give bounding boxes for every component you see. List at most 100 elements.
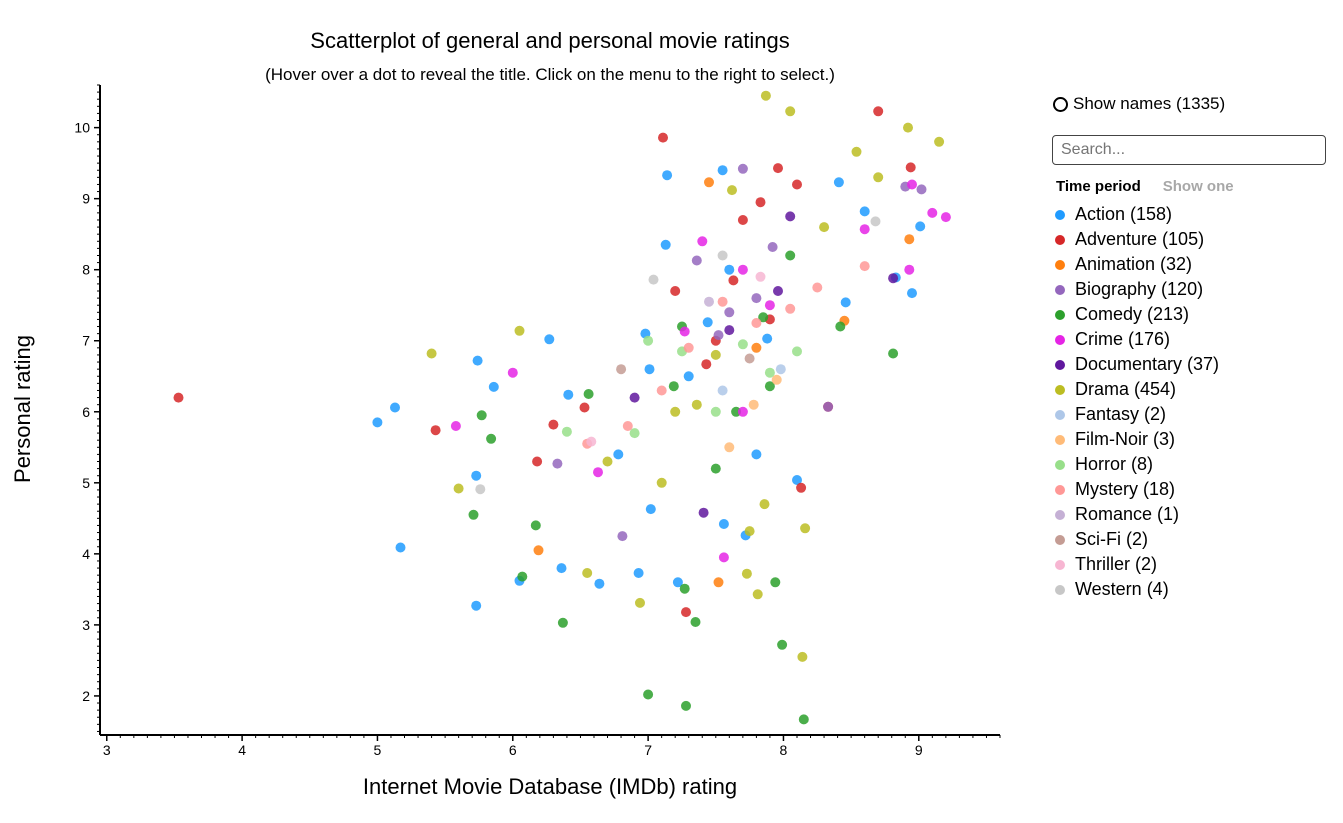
data-point[interactable]	[670, 406, 681, 417]
data-point[interactable]	[660, 239, 671, 250]
data-point[interactable]	[904, 234, 915, 245]
data-point[interactable]	[760, 90, 771, 101]
data-point[interactable]	[552, 458, 563, 469]
legend-item[interactable]: Horror (8)	[1052, 452, 1332, 477]
legend-item[interactable]: Crime (176)	[1052, 327, 1332, 352]
legend-item[interactable]: Romance (1)	[1052, 502, 1332, 527]
data-point[interactable]	[488, 381, 499, 392]
data-point[interactable]	[888, 348, 899, 359]
data-point[interactable]	[622, 421, 633, 431]
legend-item[interactable]: Action (158)	[1052, 202, 1332, 227]
legend-item[interactable]: Western (4)	[1052, 577, 1332, 602]
data-point[interactable]	[563, 389, 574, 400]
data-point[interactable]	[762, 333, 773, 344]
legend-item[interactable]: Sci-Fi (2)	[1052, 527, 1332, 552]
data-point[interactable]	[556, 563, 567, 574]
data-point[interactable]	[616, 364, 627, 375]
radio-circle-icon[interactable]	[1053, 96, 1068, 112]
data-point[interactable]	[840, 297, 851, 308]
data-point[interactable]	[764, 367, 775, 378]
data-point[interactable]	[755, 271, 766, 282]
tab-show-one[interactable]: Show one	[1162, 178, 1234, 195]
data-point[interactable]	[727, 185, 737, 196]
data-point[interactable]	[430, 425, 441, 436]
data-point[interactable]	[656, 477, 667, 488]
data-point[interactable]	[773, 286, 783, 296]
data-point[interactable]	[752, 589, 763, 600]
data-point[interactable]	[737, 339, 748, 350]
data-point[interactable]	[764, 300, 775, 311]
data-point[interactable]	[737, 163, 748, 174]
data-point[interactable]	[873, 172, 884, 183]
data-point[interactable]	[744, 353, 755, 364]
data-point[interactable]	[450, 421, 461, 431]
data-point[interactable]	[593, 467, 603, 478]
data-point[interactable]	[656, 385, 667, 396]
data-point[interactable]	[744, 526, 755, 537]
data-point[interactable]	[681, 700, 691, 711]
data-point[interactable]	[737, 406, 748, 417]
data-point[interactable]	[851, 146, 862, 157]
data-point[interactable]	[602, 456, 613, 467]
data-point[interactable]	[718, 519, 729, 529]
data-point[interactable]	[697, 236, 708, 247]
data-point[interactable]	[819, 222, 830, 233]
data-point[interactable]	[916, 184, 927, 195]
data-point[interactable]	[724, 264, 735, 275]
data-point[interactable]	[579, 402, 590, 413]
data-point[interactable]	[792, 346, 802, 357]
data-point[interactable]	[544, 334, 555, 345]
data-point[interactable]	[792, 475, 802, 485]
data-point[interactable]	[717, 296, 728, 307]
data-point[interactable]	[395, 542, 406, 553]
data-point[interactable]	[823, 401, 834, 412]
data-point[interactable]	[468, 509, 479, 520]
data-point[interactable]	[704, 296, 714, 307]
data-point[interactable]	[710, 349, 721, 360]
data-point[interactable]	[785, 106, 796, 117]
data-point[interactable]	[679, 583, 690, 594]
data-point[interactable]	[173, 392, 184, 403]
legend-item[interactable]: Drama (454)	[1052, 377, 1332, 402]
data-point[interactable]	[759, 499, 770, 510]
data-point[interactable]	[873, 106, 884, 117]
data-point[interactable]	[792, 179, 802, 190]
data-point[interactable]	[771, 374, 782, 385]
data-point[interactable]	[690, 617, 701, 627]
data-point[interactable]	[635, 597, 645, 608]
data-point[interactable]	[717, 385, 728, 396]
data-point[interactable]	[751, 342, 762, 353]
data-point[interactable]	[835, 321, 846, 332]
data-point[interactable]	[471, 470, 482, 481]
data-point[interactable]	[870, 216, 881, 227]
data-point[interactable]	[713, 577, 724, 588]
data-point[interactable]	[548, 419, 559, 430]
data-point[interactable]	[785, 211, 796, 222]
data-point[interactable]	[764, 381, 775, 392]
data-point[interactable]	[859, 206, 870, 217]
data-point[interactable]	[770, 577, 781, 588]
data-point[interactable]	[702, 317, 713, 328]
data-point[interactable]	[476, 410, 487, 421]
data-point[interactable]	[670, 286, 681, 296]
data-point[interactable]	[767, 242, 778, 252]
data-point[interactable]	[927, 207, 938, 218]
data-point[interactable]	[594, 578, 605, 589]
data-point[interactable]	[514, 325, 525, 336]
data-point[interactable]	[713, 330, 724, 341]
data-point[interactable]	[557, 617, 568, 628]
data-point[interactable]	[751, 318, 762, 328]
data-point[interactable]	[905, 162, 916, 173]
data-point[interactable]	[859, 224, 870, 235]
data-point[interactable]	[741, 568, 752, 579]
data-point[interactable]	[704, 177, 714, 188]
data-point[interactable]	[903, 122, 913, 133]
data-point[interactable]	[613, 449, 624, 460]
data-point[interactable]	[833, 177, 844, 188]
data-point[interactable]	[755, 197, 766, 208]
data-point[interactable]	[648, 274, 659, 285]
data-point[interactable]	[751, 449, 762, 460]
data-point[interactable]	[904, 264, 915, 275]
legend-item[interactable]: Thriller (2)	[1052, 552, 1332, 577]
data-point[interactable]	[785, 303, 796, 314]
